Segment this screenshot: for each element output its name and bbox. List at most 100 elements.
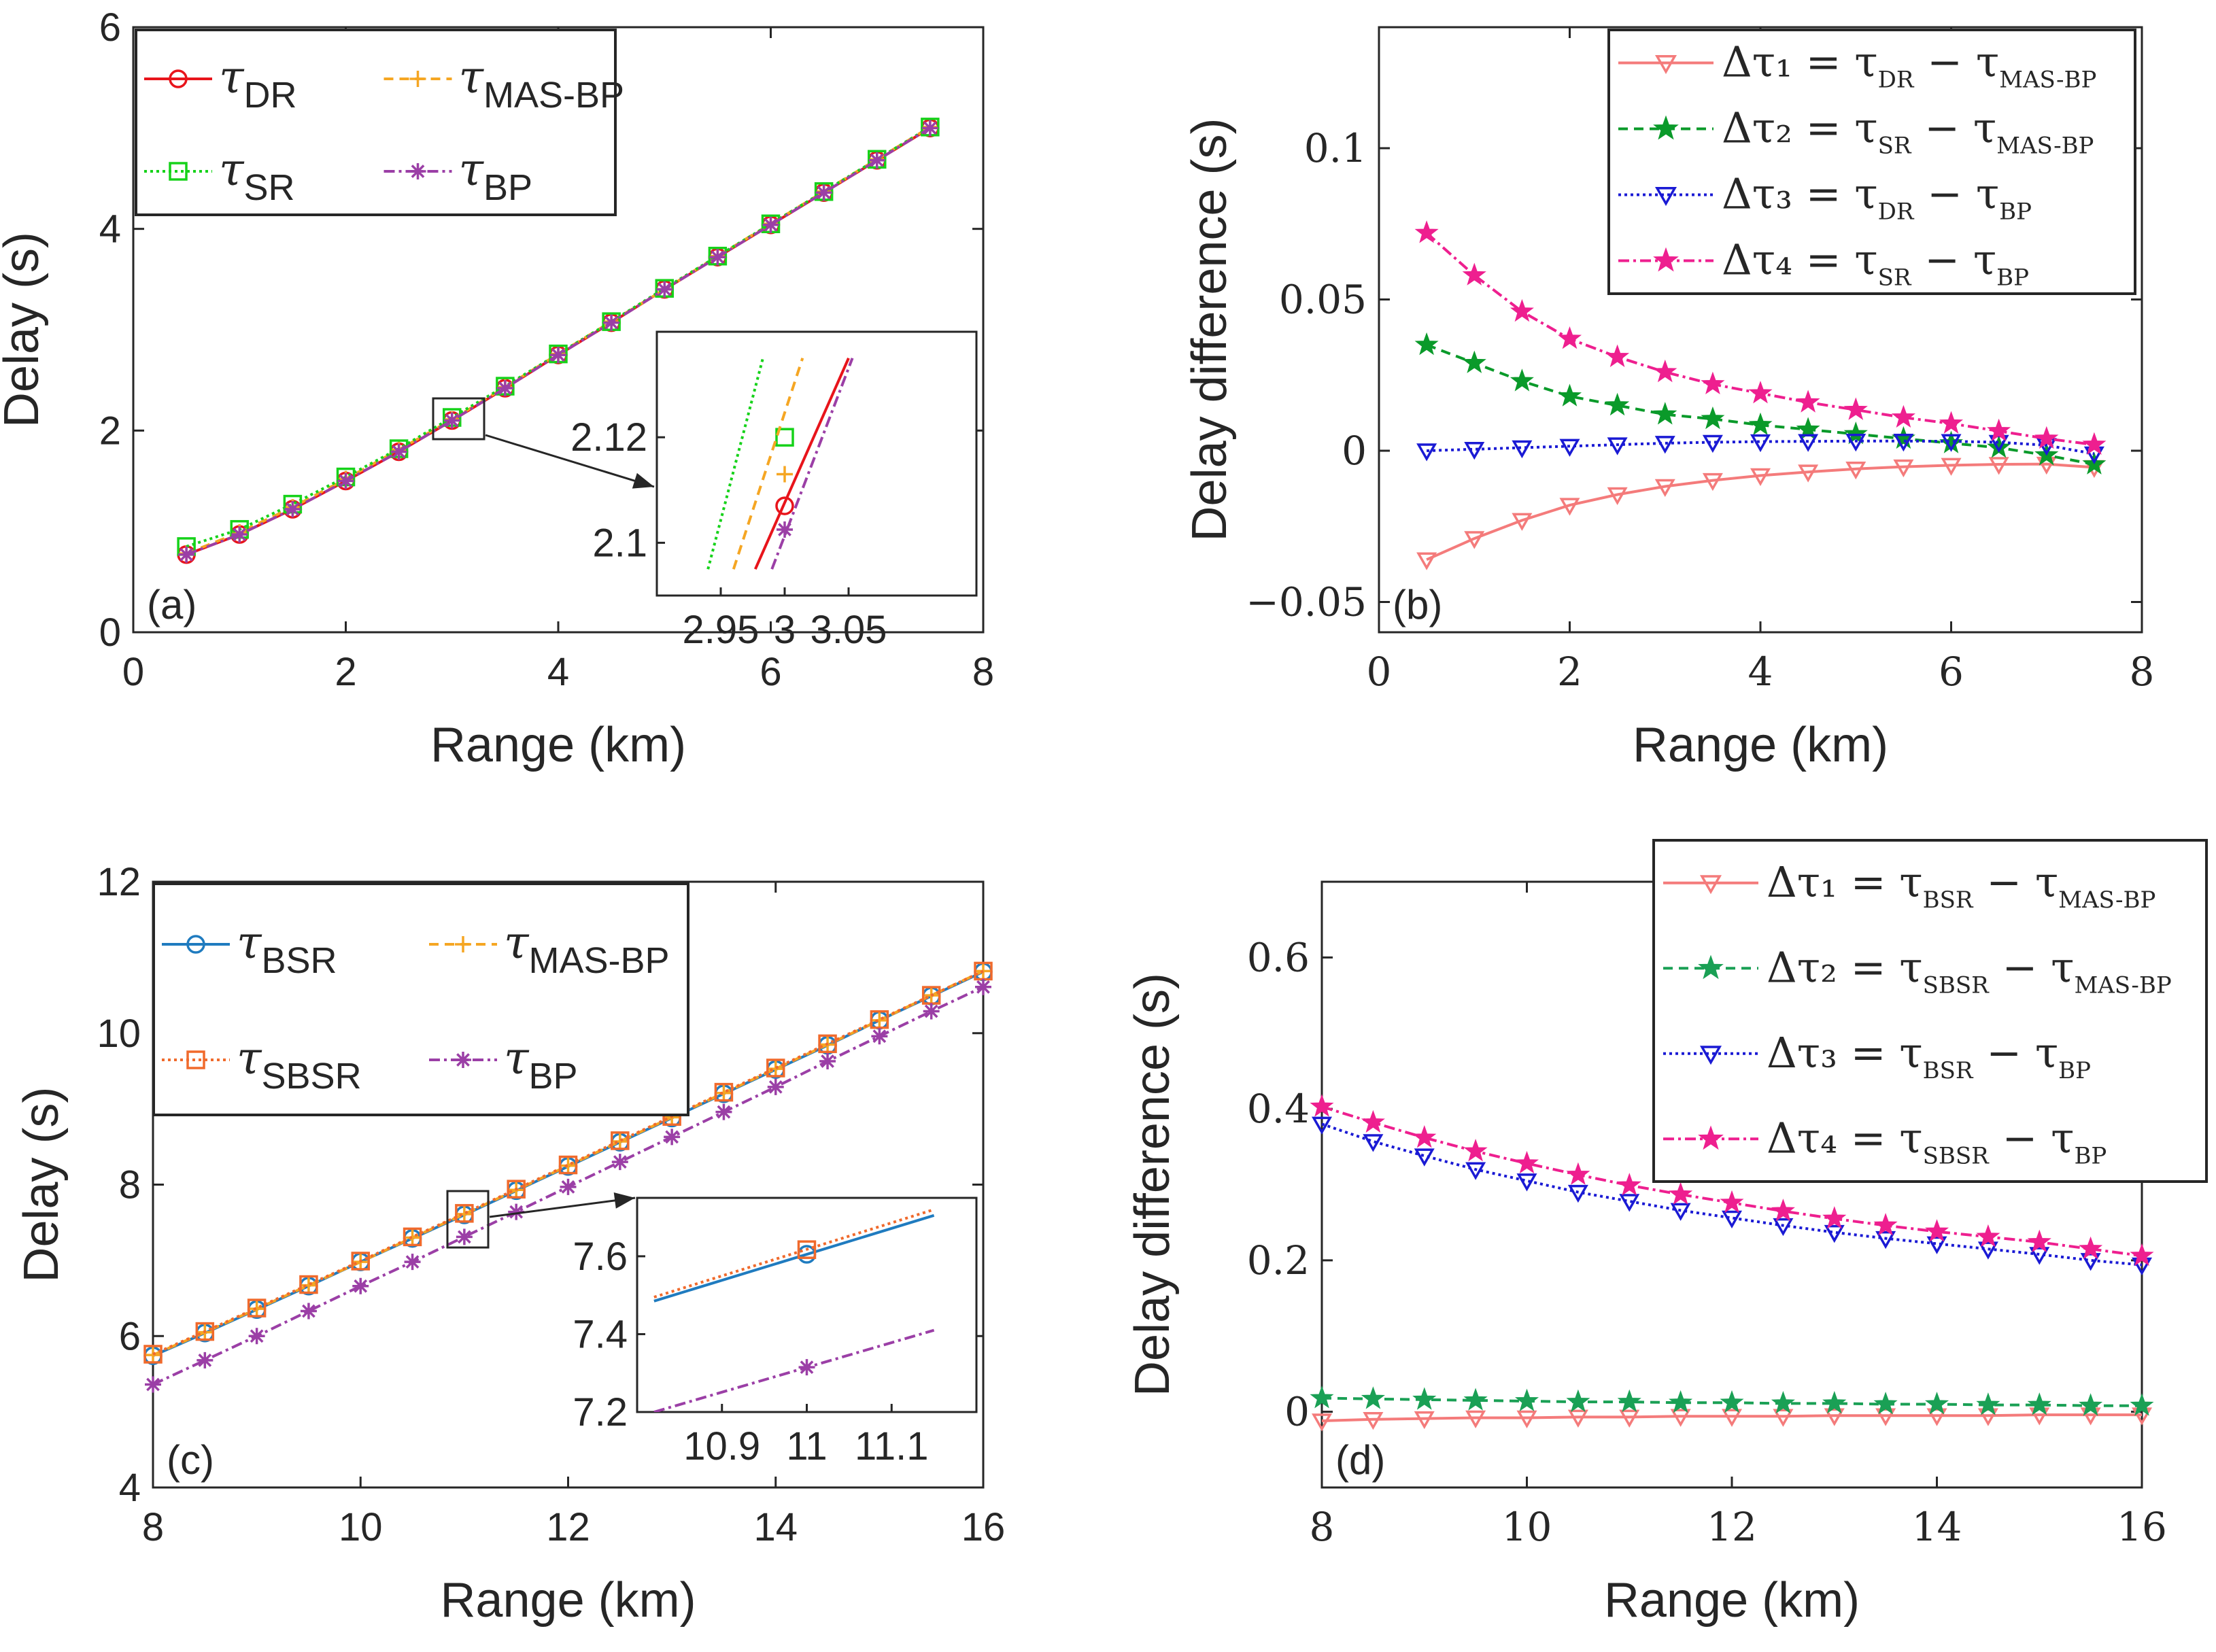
data-point-d2 (1361, 1386, 1385, 1409)
legend-marker-BP (455, 1052, 471, 1068)
legend-mid: − τ (1973, 857, 2058, 907)
legend-label-DR: τDR (219, 51, 297, 116)
series-line-d3 (1321, 1122, 2143, 1267)
legend-mid: − τ (1911, 235, 1997, 285)
legend-mid: − τ (1911, 103, 1997, 153)
inset-x-tick-label: 11.1 (855, 1424, 929, 1468)
legend-label-d4: Δτ₄ = τSR − τBP (1722, 235, 2029, 292)
data-point-d4 (1617, 1173, 1641, 1196)
data-point-d2 (1748, 412, 1773, 436)
y-tick-label: 12 (97, 860, 141, 904)
series-d4 (1414, 220, 2107, 455)
data-point-BP (284, 501, 301, 518)
data-point-d1 (1516, 1410, 1537, 1429)
legend-marker-d3 (1654, 187, 1677, 207)
data-point-d3 (1464, 442, 1485, 460)
data-point-d4 (1873, 1213, 1898, 1236)
legend-marker-BP (409, 163, 426, 179)
data-point-BP (404, 1254, 421, 1271)
data-point-d2 (1669, 1390, 1693, 1413)
legend-sub2: BP (2074, 1142, 2107, 1169)
data-point-d1 (1824, 1408, 1845, 1426)
legend-marker-SR (169, 162, 188, 181)
x-axis-label: Range (km) (440, 1573, 696, 1628)
data-point-d4 (1939, 411, 1964, 434)
inset-point-SBSR (797, 1240, 817, 1259)
x-tick-label: 4 (1748, 649, 1773, 695)
data-point-d4 (1669, 1182, 1693, 1205)
data-point-d2 (1873, 1392, 1898, 1415)
data-point-d1 (1926, 1408, 1947, 1426)
legend-mid: − τ (1989, 942, 2075, 992)
data-point-d2 (2079, 1393, 2103, 1416)
inset-y-tick-label: 7.2 (573, 1390, 628, 1434)
inset-point-BP (798, 1359, 815, 1376)
series-SBSR (143, 961, 993, 1364)
data-point-d1 (1670, 1409, 1691, 1427)
legend-sub2: MAS-BP (2058, 887, 2155, 914)
panel-label: (c) (167, 1437, 214, 1483)
data-point-d4 (1463, 1139, 1488, 1162)
data-point-d4 (1310, 1094, 1334, 1117)
data-point-d4 (1748, 381, 1773, 404)
data-point-BP (975, 978, 991, 995)
data-point-d4 (2130, 1243, 2154, 1267)
x-tick-label: 10 (1502, 1504, 1552, 1550)
x-tick-label: 16 (2117, 1504, 2167, 1550)
data-point-d3 (2080, 1253, 2101, 1271)
data-point-d1 (1988, 457, 2009, 475)
legend-main: Δτ₂ = τ (1722, 103, 1878, 153)
inset-point-BP (777, 521, 793, 538)
inset-y-tick-label: 7.6 (573, 1235, 628, 1279)
data-point-d4 (1462, 262, 1486, 286)
y-tick-label: 0 (99, 610, 121, 655)
data-point-SBSR (818, 1034, 837, 1054)
inset-line-BSR (653, 1214, 935, 1303)
legend-subscript: MAS-BP (483, 75, 624, 116)
y-tick-label: 0 (1342, 428, 1367, 474)
data-point-d1 (1654, 479, 1675, 498)
data-point-d4 (1412, 1124, 1437, 1148)
data-point-d4 (1653, 359, 1677, 383)
legend-label-MAS-BP: τMAS-BP (504, 916, 670, 981)
data-point-d2 (1796, 417, 1820, 440)
legend-symbol: τ (459, 51, 485, 103)
data-point-BP (560, 1178, 577, 1195)
data-point-BP (443, 412, 460, 429)
y-tick-label: 10 (97, 1012, 141, 1056)
panel-label: (b) (1393, 582, 1442, 627)
legend-marker-d1 (1699, 875, 1722, 895)
x-tick-label: 6 (760, 650, 781, 694)
legend-main: Δτ₂ = τ (1767, 942, 1923, 992)
data-point-BP (664, 1129, 681, 1146)
data-point-MAS-BP (871, 1012, 888, 1029)
legend-marker-MAS-BP (455, 936, 471, 952)
legend-label-SR: τSR (219, 143, 295, 208)
data-point-d4 (1924, 1219, 1949, 1242)
data-point-d2 (1462, 350, 1486, 373)
legend-sub2: MAS-BP (1996, 133, 2094, 160)
legend-symbol: τ (504, 1032, 530, 1084)
legend-sub1: BSR (1923, 887, 1974, 914)
inset-x-tick-label: 10.9 (683, 1424, 760, 1468)
data-point-d4 (1720, 1190, 1744, 1214)
data-point-BP (767, 1078, 784, 1095)
legend-label-d3: Δτ₃ = τBSR − τBP (1767, 1028, 2091, 1084)
legend-label-d1: Δτ₁ = τDR − τMAS-BP (1722, 37, 2096, 94)
series-d3 (1311, 1116, 2153, 1276)
legend-label-d2: Δτ₂ = τSBSR − τMAS-BP (1767, 942, 2172, 999)
legend-subscript: BP (483, 167, 532, 208)
series-line-SR (186, 126, 931, 548)
data-point-BP (923, 1003, 940, 1020)
inset-x-tick-label: 2.95 (683, 608, 760, 652)
data-point-d4 (2027, 1229, 2051, 1253)
legend-sub2: BP (2058, 1057, 2091, 1084)
inset-line-DR (753, 357, 850, 570)
legend-box (152, 882, 689, 1116)
data-point-d2 (1412, 1387, 1437, 1410)
legend-marker-d4 (1653, 247, 1679, 272)
data-point-MAS-BP (456, 1205, 473, 1222)
